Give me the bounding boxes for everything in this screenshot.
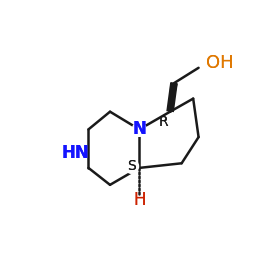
Text: OH: OH — [206, 54, 234, 72]
Text: HN: HN — [61, 143, 89, 161]
Polygon shape — [169, 83, 177, 112]
Text: N: N — [132, 120, 146, 139]
Text: S: S — [127, 159, 136, 173]
Text: OH: OH — [206, 54, 234, 72]
Text: N: N — [132, 120, 146, 139]
Text: H: H — [133, 191, 146, 209]
Text: S: S — [127, 159, 136, 173]
Circle shape — [132, 123, 146, 136]
Text: R: R — [159, 115, 169, 129]
Text: H: H — [133, 191, 146, 209]
Circle shape — [125, 159, 139, 173]
Text: HN: HN — [61, 143, 89, 161]
Text: R: R — [159, 115, 169, 129]
